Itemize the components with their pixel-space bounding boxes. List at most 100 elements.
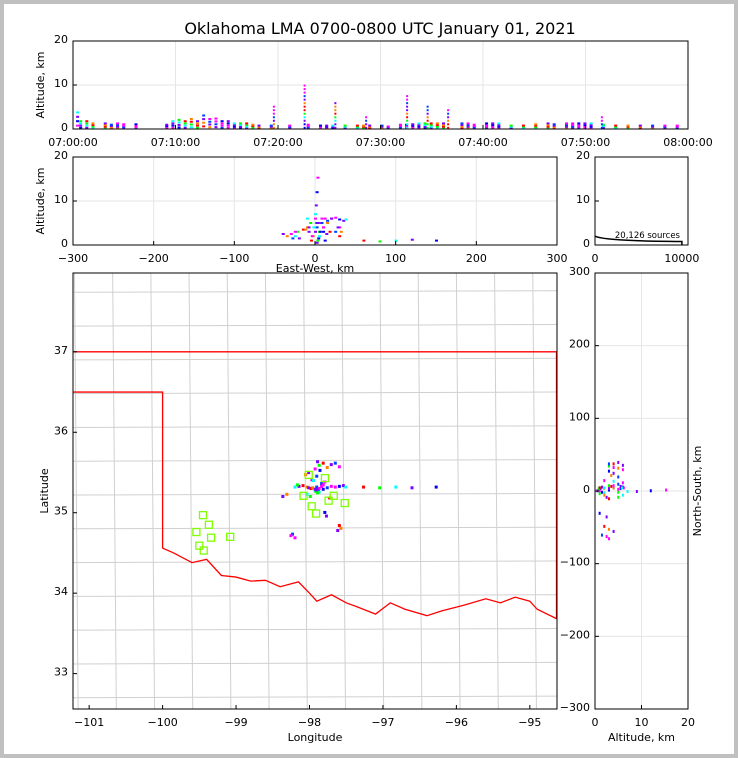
ns-source-point [622, 486, 625, 490]
ew-source-point [312, 226, 316, 229]
time-height-spike [272, 105, 275, 108]
ns-height-plot-area [595, 273, 688, 709]
time-height-mark [220, 126, 224, 129]
time-height-mark [386, 125, 390, 128]
ew-source-point [326, 222, 330, 224]
time-height-mark [183, 122, 187, 125]
time-height-mark [614, 126, 618, 129]
plan-source-point [378, 486, 382, 490]
x-tick-label: 20 [681, 716, 695, 729]
x-tick-label: 0 [592, 252, 599, 265]
time-height-mark [577, 125, 581, 128]
time-height-mark [362, 126, 366, 129]
time-height-mark [257, 125, 261, 128]
ns-source-point [605, 495, 608, 499]
x-tick-label: −96 [445, 716, 468, 729]
plan-source-point [336, 529, 340, 533]
ns-source-point [612, 466, 615, 470]
ew-source-point [338, 226, 342, 229]
ns-source-point [607, 464, 610, 468]
ns-source-point [617, 487, 620, 491]
plan-source-point [321, 487, 325, 491]
county-line [341, 273, 346, 709]
time-height-mark [577, 122, 581, 125]
time-height-mark [368, 124, 372, 127]
county-line [73, 526, 557, 530]
time-height-mark [534, 124, 538, 127]
plan-source-point [307, 486, 311, 490]
x-tick-label: 10000 [664, 252, 699, 265]
county-line [73, 492, 557, 496]
time-height-mark [552, 124, 556, 127]
ns-source-point [649, 489, 652, 493]
ns-source-point [619, 484, 622, 488]
x-tick-label: 200 [466, 252, 487, 265]
time-height-spike [426, 109, 429, 112]
y-tick-label: 35 [54, 505, 68, 518]
ew-source-point [316, 239, 320, 242]
time-height-mark [122, 123, 126, 126]
time-height-mark [571, 124, 575, 127]
time-height-spike [303, 126, 306, 129]
time-height-mark [466, 127, 470, 129]
ns-source-point [610, 474, 613, 478]
time-height-mark [423, 124, 427, 127]
time-height-mark [269, 126, 273, 129]
time-height-spike [600, 116, 603, 119]
plan-source-point [281, 494, 285, 498]
time-height-mark [509, 126, 513, 129]
x-tick-label: 300 [547, 252, 568, 265]
time-height-mark [509, 124, 513, 127]
plan-source-point [329, 484, 333, 488]
time-height-mark [189, 120, 193, 123]
time-height-mark [497, 127, 501, 129]
time-height-mark [251, 125, 255, 128]
time-height-mark [85, 124, 89, 127]
time-height-mark [472, 126, 476, 129]
time-height-mark [239, 125, 243, 128]
plan-source-point [313, 467, 317, 471]
time-height-mark [319, 125, 322, 128]
time-height-mark [165, 126, 169, 129]
time-height-mark [171, 122, 175, 125]
plan-source-point [317, 490, 321, 494]
time-height-mark [565, 127, 568, 129]
time-height-mark [232, 127, 236, 129]
ew-source-point [362, 239, 366, 242]
time-height-mark [466, 122, 470, 125]
time-height-spike [447, 116, 450, 119]
time-height-mark [675, 126, 679, 129]
county-line [73, 357, 557, 361]
plan-source-point [310, 478, 314, 482]
time-height-mark [220, 122, 224, 125]
time-height-spike [303, 84, 306, 87]
time-height-spike [272, 123, 275, 126]
time-height-mark [521, 126, 525, 129]
lma-figure: Oklahoma LMA 0700-0800 UTC January 01, 2… [4, 4, 734, 754]
time-height-mark [257, 124, 261, 127]
time-height-mark [429, 122, 433, 125]
time-height-mark [122, 124, 126, 127]
time-height-mark [214, 117, 218, 120]
x-tick-label: −97 [371, 716, 394, 729]
time-height-mark [417, 124, 421, 127]
y-tick-label: 37 [54, 344, 68, 357]
time-height-mark [116, 124, 120, 127]
lma-station-marker [204, 520, 214, 529]
time-height-spike [272, 112, 275, 115]
y-tick-label: 0 [583, 237, 590, 250]
time-height-spike [303, 105, 306, 108]
time-height-mark [122, 127, 126, 129]
time-height-mark [577, 124, 581, 127]
time-height-spike [303, 116, 306, 119]
chart-layers: 07:00:00 07:10:00 07:20:00 07:30:00 07:40:00… [34, 33, 713, 744]
time-height-mark [491, 124, 495, 127]
ew-source-point [316, 176, 320, 179]
time-height-mark [177, 118, 181, 121]
ew-source-point [309, 222, 313, 224]
figure-canvas: Oklahoma LMA 0700-0800 UTC January 01, 2… [34, 19, 713, 744]
ew-source-point [315, 191, 319, 194]
time-height-mark [380, 125, 384, 128]
time-height-mark [239, 122, 243, 125]
x-axis-label: Altitude, km [608, 731, 675, 744]
